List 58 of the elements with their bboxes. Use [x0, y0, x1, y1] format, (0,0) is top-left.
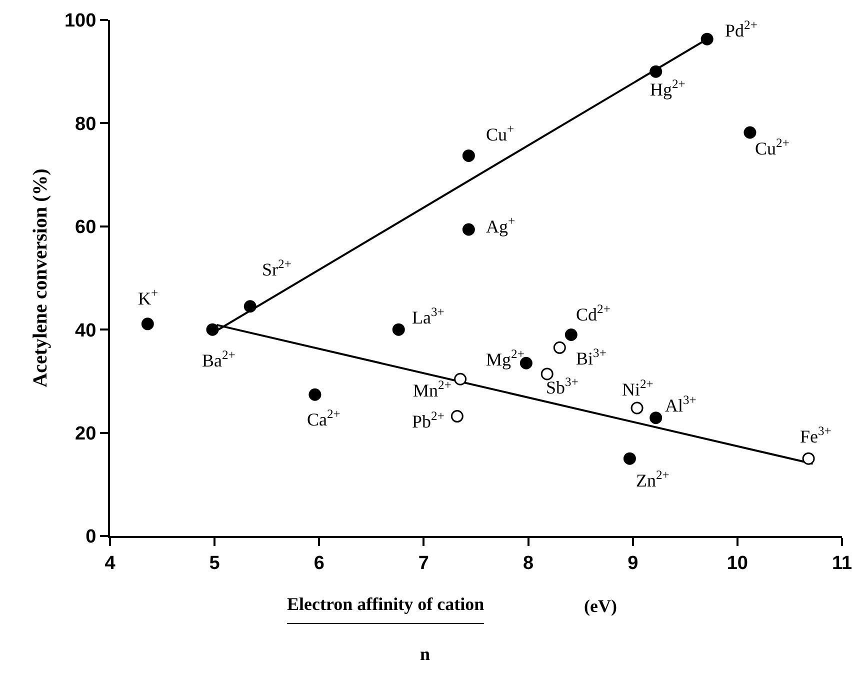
point [450, 410, 464, 423]
annotation: Zn$^{2+}$ [636, 468, 670, 491]
y-axis-title: Acetylene conversion (%) [29, 168, 52, 388]
text: (eV) [584, 596, 617, 617]
text: n [420, 644, 430, 665]
point [308, 388, 322, 401]
y-tick-label: 0 [86, 526, 96, 548]
point [454, 372, 467, 386]
annotation: Al$^{3+}$ [665, 393, 696, 416]
x-tick-label: 6 [314, 552, 324, 574]
point [623, 452, 636, 465]
x-axis-title: Electron affinity of cation [287, 594, 484, 624]
point [141, 318, 154, 330]
annotation: Fe$^{3+}$ [800, 424, 832, 447]
point [700, 32, 714, 46]
annotation: K$^{+}$ [138, 286, 158, 309]
annotation: Pb$^{2+}$ [412, 409, 444, 432]
annotation: Ni$^{2+}$ [622, 377, 654, 400]
point [553, 341, 566, 354]
point [462, 149, 475, 162]
point [520, 356, 532, 370]
annotation: Bi$^{3+}$ [576, 346, 606, 369]
x-tick-label: 10 [726, 552, 748, 574]
y-tick-label: 60 [75, 217, 96, 238]
y-tick-label: 20 [75, 423, 96, 444]
point [206, 323, 219, 336]
point [744, 126, 756, 139]
point [650, 65, 662, 78]
x-tick-label: 8 [523, 552, 534, 574]
annotation: Ag$^{+}$ [486, 214, 516, 237]
annotation: Pd$^{2+}$ [725, 18, 758, 41]
point [540, 368, 554, 380]
point [630, 402, 644, 414]
x-tick-label: 11 [832, 552, 852, 574]
annotation: Hg$^{2+}$ [650, 77, 686, 100]
x-tick-label: 7 [418, 552, 429, 574]
y-tick-label: 40 [75, 320, 96, 342]
annotation: Mn$^{2+}$ [413, 378, 452, 401]
point [462, 223, 475, 236]
point [564, 328, 578, 342]
x-tick-label: 9 [628, 552, 638, 574]
annotation: Cd$^{2+}$ [576, 302, 610, 325]
y-tick-label: 100 [64, 10, 96, 32]
annotation: La$^{3+}$ [412, 305, 444, 328]
x-tick-label: 4 [104, 552, 116, 574]
annotation: Ca$^{2+}$ [307, 407, 340, 430]
annotation: Ba$^{2+}$ [202, 348, 236, 371]
point [244, 300, 256, 313]
point [802, 452, 815, 465]
point [392, 323, 405, 336]
annotation: Sr$^{2+}$ [262, 257, 292, 280]
point [650, 412, 662, 424]
annotation: Cu$^{+}$ [486, 122, 514, 145]
y-tick-label: 80 [75, 114, 96, 135]
annotation: Sb$^{3+}$ [546, 375, 578, 398]
x-tick-label: 5 [209, 552, 220, 574]
annotation: Mg$^{2+}$ [486, 347, 524, 370]
annotation: Cu$^{2+}$ [755, 136, 790, 159]
